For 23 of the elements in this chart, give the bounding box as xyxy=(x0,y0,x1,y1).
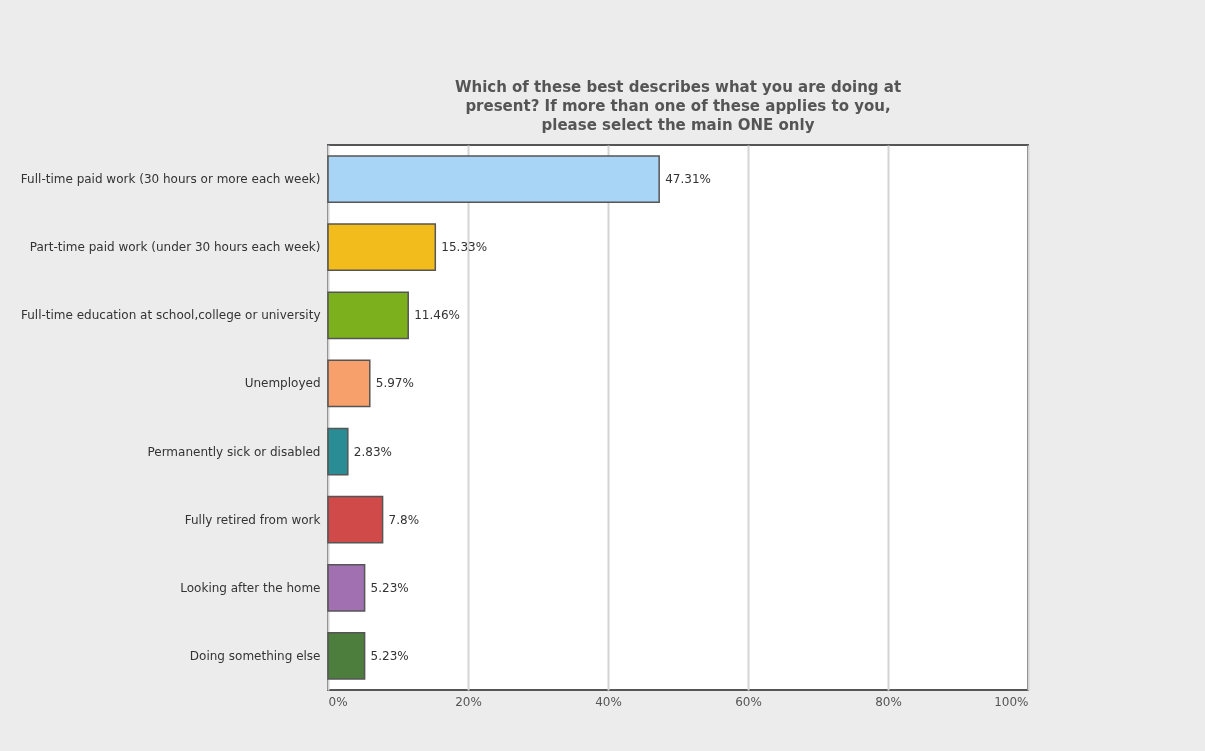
chart-title: Which of these best describes what you are doing at present? If more than one of these applies to you, please select the main ONE only xyxy=(454,78,902,134)
y-tick-label: Full-time education at school,college or university xyxy=(20,308,321,323)
x-tick-label: 20% xyxy=(455,694,482,709)
y-tick-label: Looking after the home xyxy=(180,580,321,595)
x-tick-label: 40% xyxy=(595,694,622,709)
y-tick-label: Fully retired from work xyxy=(184,512,321,527)
data-label: 5.23% xyxy=(370,580,409,595)
data-label: 2.83% xyxy=(353,444,392,459)
data-label: 47.31% xyxy=(665,172,711,187)
y-tick-label: Full-time paid work (30 hours or more each week) xyxy=(20,172,321,187)
y-tick-label: Part-time paid work (under 30 hours each week) xyxy=(29,240,321,255)
x-tick-label: 0% xyxy=(328,694,348,709)
y-tick-label: Permanently sick or disabled xyxy=(147,444,321,459)
data-label: 7.8% xyxy=(388,512,420,527)
y-tick-label: Unemployed xyxy=(244,376,321,391)
data-label: 11.46% xyxy=(414,308,460,323)
data-label: 15.33% xyxy=(441,240,488,255)
y-tick-label: Doing something else xyxy=(189,648,321,663)
data-label: 5.97% xyxy=(375,376,414,391)
x-tick-label: 80% xyxy=(875,694,902,709)
data-label: 5.23% xyxy=(370,648,409,663)
x-tick-label: 60% xyxy=(735,694,762,709)
x-tick-label: 100% xyxy=(994,694,1029,709)
